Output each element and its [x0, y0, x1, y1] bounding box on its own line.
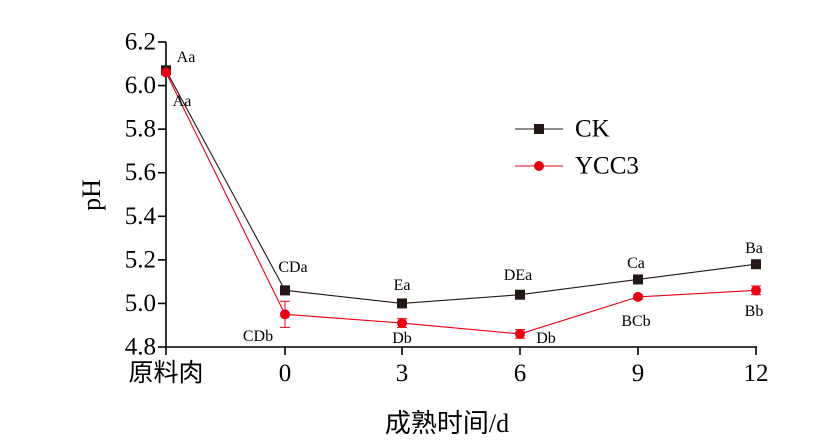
legend-label-ycc3: YCC3: [575, 153, 639, 180]
data-point-square: [515, 289, 525, 300]
data-point-square: [633, 274, 643, 285]
x-tick-label: 9: [632, 360, 645, 387]
point-annotation: Aa: [173, 93, 192, 110]
y-tick-label: 6.0: [125, 72, 156, 99]
series-ycc3: [161, 67, 761, 339]
point-annotation: BCb: [621, 313, 650, 330]
data-point-circle: [751, 285, 761, 296]
legend-marker-square: [534, 124, 544, 134]
y-tick-label: 5.8: [125, 116, 156, 143]
x-tick-label: 0: [279, 360, 292, 387]
y-ticks: 4.8 5.0 5.2 5.4 5.6 5.8 6.0 6.2: [125, 29, 166, 361]
point-annotation: Ba: [745, 240, 763, 257]
series-line-ck: [165, 70, 757, 304]
x-tick-label: 6: [514, 360, 527, 387]
point-annotation: Ca: [627, 255, 645, 272]
data-point-square: [280, 285, 290, 296]
data-point-square: [751, 259, 761, 270]
point-annotations: Aa CDa Ea DEa Ca Ba Aa CDb Db Db BCb Bb: [173, 49, 764, 347]
point-annotation: DEa: [504, 267, 532, 284]
y-tick-label: 5.0: [125, 290, 156, 317]
y-tick-label: 5.6: [125, 159, 156, 186]
x-tick-label: 原料肉: [128, 359, 203, 387]
y-tick-label: 5.2: [125, 246, 156, 273]
data-point-circle: [280, 309, 290, 320]
x-ticks: 原料肉 0 3 6 9 12: [128, 347, 769, 387]
point-annotation: Bb: [745, 303, 764, 320]
y-axis-title: pH: [77, 179, 106, 211]
legend: CK YCC3: [515, 116, 639, 180]
series-layer: [161, 65, 761, 339]
point-annotation: Db: [536, 330, 556, 347]
point-annotation: CDb: [243, 328, 273, 345]
x-axis-title: 成熟时间/d: [385, 409, 509, 438]
point-annotation: Db: [392, 330, 412, 347]
x-tick-label: 12: [744, 360, 769, 387]
data-point-circle: [161, 67, 171, 78]
data-point-circle: [397, 318, 407, 329]
point-annotation: CDa: [278, 259, 307, 276]
series-line-ycc3: [165, 72, 757, 335]
point-annotation: Ea: [394, 277, 411, 294]
data-point-square: [397, 298, 407, 309]
legend-label-ck: CK: [575, 116, 610, 143]
y-tick-label: 4.8: [125, 334, 156, 361]
axes: [165, 42, 757, 348]
x-tick-label: 3: [396, 360, 409, 387]
y-tick-label: 6.2: [125, 29, 156, 56]
data-point-circle: [633, 291, 643, 302]
y-tick-label: 5.4: [125, 203, 157, 230]
data-point-circle: [515, 328, 525, 339]
legend-marker-circle: [534, 161, 544, 171]
series-ck: [161, 65, 761, 309]
point-annotation: Aa: [177, 49, 196, 66]
